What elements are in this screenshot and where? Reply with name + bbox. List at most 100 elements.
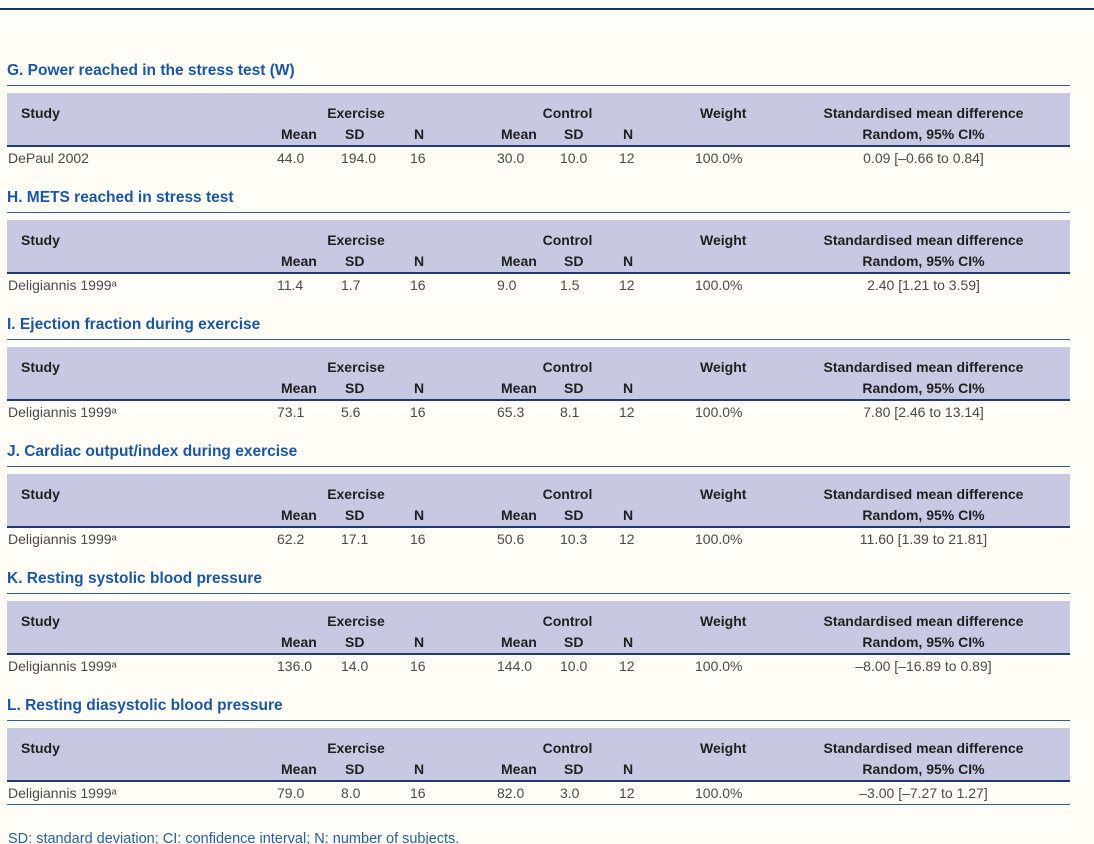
exercise-n-cell: 16 xyxy=(410,531,426,547)
col-exercise-mean-header: Mean xyxy=(281,507,317,523)
exercise-mean-cell: 136.0 xyxy=(277,658,313,674)
section-title: L. Resting diasystolic blood pressure xyxy=(7,697,1070,721)
col-control-n-header: N xyxy=(623,761,634,777)
table-header-sub-row: Mean SD N Mean SD N Random, 95% CI% xyxy=(7,377,1070,399)
sections-container: G. Power reached in the stress test (W) … xyxy=(7,62,1070,805)
exercise-mean-cell: 62.2 xyxy=(277,531,305,547)
study-cell: DePaul 2002 xyxy=(8,150,89,166)
table-header-sub-row: Mean SD N Mean SD N Random, 95% CI% xyxy=(7,631,1070,653)
col-exercise-sd-header: SD xyxy=(345,507,365,523)
table-header-group-row: Study Exercise Control Weight Standardis… xyxy=(7,601,1070,631)
control-mean-cell: 82.0 xyxy=(497,785,525,801)
col-exercise-sd-header: SD xyxy=(345,761,365,777)
col-control-mean-header: Mean xyxy=(501,126,537,142)
control-sd-cell: 3.0 xyxy=(560,785,580,801)
table-row: Deligiannis 1999ᵃ 62.2 17.1 16 50.6 10.3… xyxy=(7,528,1070,550)
smd-cell: –8.00 [–16.89 to 0.89] xyxy=(855,658,992,674)
col-exercise-mean-header: Mean xyxy=(281,634,317,650)
col-exercise-mean-header: Mean xyxy=(281,126,317,142)
control-n-cell: 12 xyxy=(619,785,635,801)
study-cell: Deligiannis 1999ᵃ xyxy=(8,658,117,674)
control-sd-cell: 8.1 xyxy=(560,404,580,420)
exercise-n-cell: 16 xyxy=(410,150,426,166)
table-header-sub-row: Mean SD N Mean SD N Random, 95% CI% xyxy=(7,123,1070,145)
col-group-exercise-header: Exercise xyxy=(327,105,385,121)
table-header: Study Exercise Control Weight Standardis… xyxy=(7,474,1070,528)
exercise-n-cell: 16 xyxy=(410,658,426,674)
col-exercise-mean-header: Mean xyxy=(281,761,317,777)
col-group-control-header: Control xyxy=(542,359,593,375)
smd-cell: –3.00 [–7.27 to 1.27] xyxy=(859,785,988,801)
col-weight-header: Weight xyxy=(700,486,747,502)
col-control-n-header: N xyxy=(623,380,634,396)
col-control-mean-header: Mean xyxy=(501,380,537,396)
smd-cell: 0.09 [–0.66 to 0.84] xyxy=(863,150,984,166)
control-sd-cell: 10.3 xyxy=(560,531,588,547)
col-control-n-header: N xyxy=(623,634,634,650)
col-smd-header-line1: Standardised mean difference xyxy=(823,232,1024,248)
exercise-sd-cell: 14.0 xyxy=(341,658,369,674)
col-study-header: Study xyxy=(21,740,60,756)
page-top-rule xyxy=(0,8,1094,10)
section-title: I. Ejection fraction during exercise xyxy=(7,316,1070,340)
col-control-mean-header: Mean xyxy=(501,634,537,650)
col-control-mean-header: Mean xyxy=(501,253,537,269)
control-mean-cell: 50.6 xyxy=(497,531,525,547)
col-study-header: Study xyxy=(21,613,60,629)
control-mean-cell: 65.3 xyxy=(497,404,525,420)
outcome-section: J. Cardiac output/index during exercise … xyxy=(7,443,1070,550)
table-row: DePaul 2002 44.0 194.0 16 30.0 10.0 12 1… xyxy=(7,147,1070,169)
col-smd-header-line2: Random, 95% CI% xyxy=(862,380,985,396)
exercise-mean-cell: 79.0 xyxy=(277,785,305,801)
control-n-cell: 12 xyxy=(619,150,635,166)
control-n-cell: 12 xyxy=(619,658,635,674)
study-cell: Deligiannis 1999ᵃ xyxy=(8,404,117,420)
col-control-sd-header: SD xyxy=(564,761,584,777)
col-exercise-sd-header: SD xyxy=(345,126,365,142)
results-table: Study Exercise Control Weight Standardis… xyxy=(7,601,1070,677)
weight-cell: 100.0% xyxy=(695,531,743,547)
col-exercise-n-header: N xyxy=(414,761,425,777)
control-n-cell: 12 xyxy=(619,404,635,420)
weight-cell: 100.0% xyxy=(695,658,743,674)
outcome-section: K. Resting systolic blood pressure Study… xyxy=(7,570,1070,677)
outcome-section: L. Resting diasystolic blood pressure St… xyxy=(7,697,1070,805)
section-title: G. Power reached in the stress test (W) xyxy=(7,62,1070,86)
col-control-sd-header: SD xyxy=(564,126,584,142)
weight-cell: 100.0% xyxy=(695,277,743,293)
col-exercise-mean-header: Mean xyxy=(281,253,317,269)
col-control-n-header: N xyxy=(623,253,634,269)
control-sd-cell: 10.0 xyxy=(560,658,588,674)
col-exercise-n-header: N xyxy=(414,507,425,523)
col-control-mean-header: Mean xyxy=(501,761,537,777)
exercise-sd-cell: 17.1 xyxy=(341,531,369,547)
col-control-sd-header: SD xyxy=(564,380,584,396)
control-mean-cell: 9.0 xyxy=(497,277,517,293)
col-weight-header: Weight xyxy=(700,105,747,121)
tables-page: G. Power reached in the stress test (W) … xyxy=(7,62,1070,844)
table-header: Study Exercise Control Weight Standardis… xyxy=(7,601,1070,655)
col-group-exercise-header: Exercise xyxy=(327,613,385,629)
exercise-sd-cell: 194.0 xyxy=(341,150,377,166)
table-row: Deligiannis 1999ᵃ 11.4 1.7 16 9.0 1.5 12… xyxy=(7,274,1070,296)
table-header-group-row: Study Exercise Control Weight Standardis… xyxy=(7,728,1070,758)
table-header-sub-row: Mean SD N Mean SD N Random, 95% CI% xyxy=(7,504,1070,526)
col-exercise-n-header: N xyxy=(414,634,425,650)
table-header: Study Exercise Control Weight Standardis… xyxy=(7,220,1070,274)
control-n-cell: 12 xyxy=(619,277,635,293)
col-group-exercise-header: Exercise xyxy=(327,486,385,502)
table-row: Deligiannis 1999ᵃ 79.0 8.0 16 82.0 3.0 1… xyxy=(7,782,1070,805)
col-study-header: Study xyxy=(21,486,60,502)
study-cell: Deligiannis 1999ᵃ xyxy=(8,531,117,547)
table-header-sub-row: Mean SD N Mean SD N Random, 95% CI% xyxy=(7,758,1070,780)
weight-cell: 100.0% xyxy=(695,404,743,420)
col-study-header: Study xyxy=(21,359,60,375)
results-table: Study Exercise Control Weight Standardis… xyxy=(7,220,1070,296)
col-control-sd-header: SD xyxy=(564,634,584,650)
exercise-sd-cell: 5.6 xyxy=(341,404,361,420)
col-group-control-header: Control xyxy=(542,232,593,248)
col-exercise-sd-header: SD xyxy=(345,634,365,650)
col-smd-header-line1: Standardised mean difference xyxy=(823,740,1024,756)
weight-cell: 100.0% xyxy=(695,785,743,801)
results-table: Study Exercise Control Weight Standardis… xyxy=(7,347,1070,423)
